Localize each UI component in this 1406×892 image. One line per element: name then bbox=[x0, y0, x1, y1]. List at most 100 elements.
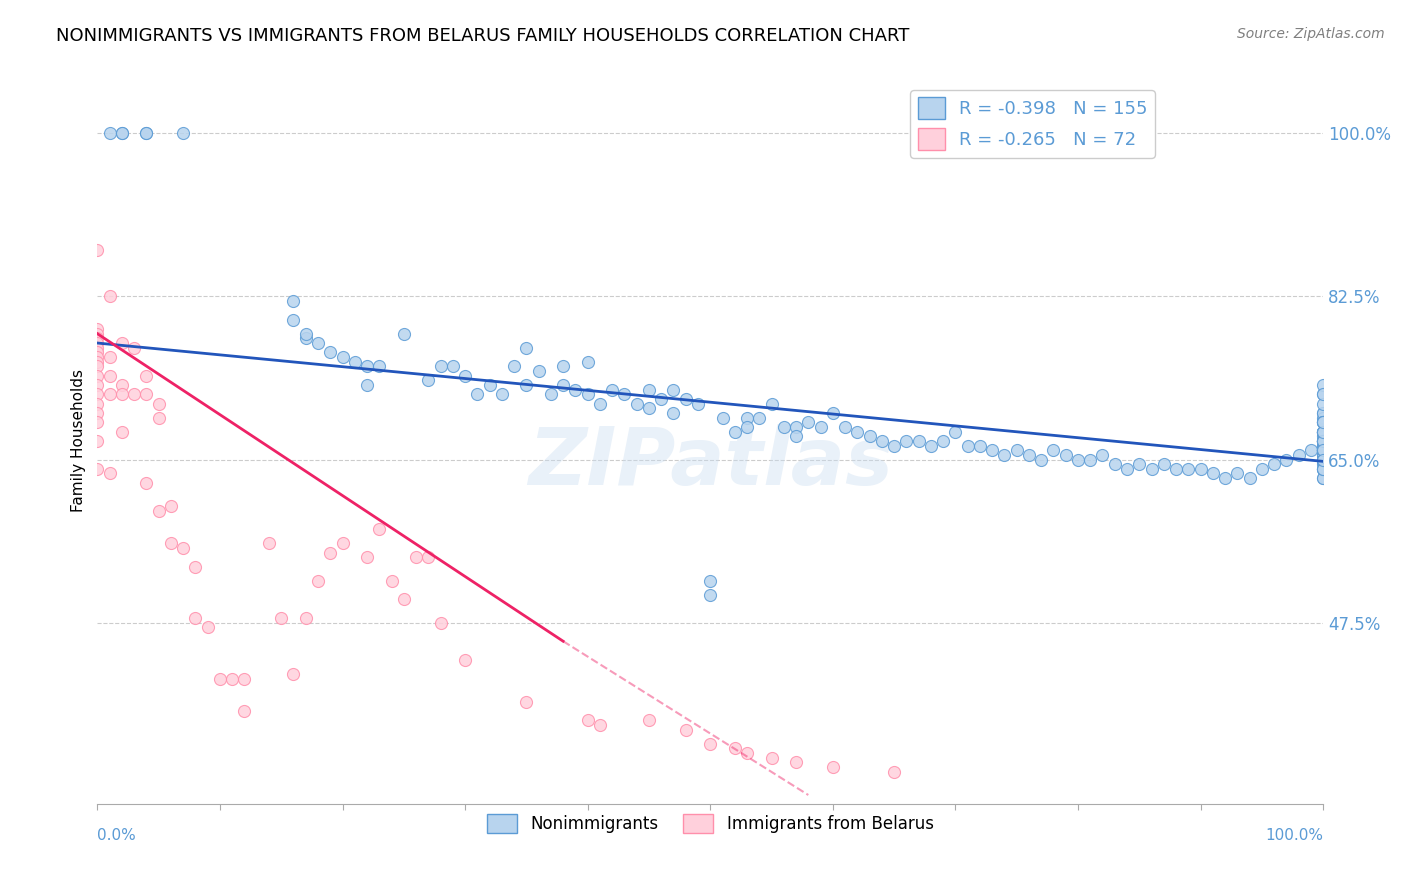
Point bbox=[454, 368, 477, 383]
Point bbox=[699, 737, 721, 751]
Point bbox=[662, 406, 685, 420]
Point bbox=[993, 448, 1015, 462]
Point bbox=[233, 704, 256, 718]
Point bbox=[441, 359, 464, 374]
Point bbox=[1140, 462, 1163, 476]
Point bbox=[135, 368, 157, 383]
Point bbox=[135, 387, 157, 401]
Point bbox=[478, 378, 501, 392]
Point bbox=[638, 714, 661, 728]
Point bbox=[920, 438, 942, 452]
Point bbox=[418, 550, 440, 565]
Point bbox=[294, 331, 316, 345]
Point bbox=[1312, 452, 1334, 467]
Point bbox=[86, 396, 108, 410]
Point bbox=[356, 359, 378, 374]
Point bbox=[1312, 438, 1334, 452]
Text: 0.0%: 0.0% bbox=[97, 828, 136, 843]
Point bbox=[270, 611, 292, 625]
Point bbox=[86, 462, 108, 476]
Point bbox=[1288, 448, 1310, 462]
Point bbox=[1312, 448, 1334, 462]
Point bbox=[1312, 471, 1334, 485]
Point bbox=[160, 536, 183, 550]
Point bbox=[735, 410, 758, 425]
Point bbox=[1312, 452, 1334, 467]
Point bbox=[821, 760, 844, 774]
Point bbox=[1213, 471, 1236, 485]
Point bbox=[1312, 443, 1334, 458]
Point bbox=[148, 410, 170, 425]
Point bbox=[454, 653, 477, 667]
Point bbox=[638, 383, 661, 397]
Point bbox=[392, 326, 415, 341]
Point bbox=[1312, 410, 1334, 425]
Point bbox=[1312, 443, 1334, 458]
Point bbox=[111, 387, 134, 401]
Point bbox=[662, 383, 685, 397]
Point bbox=[1239, 471, 1261, 485]
Point bbox=[675, 723, 697, 737]
Point bbox=[1312, 443, 1334, 458]
Point bbox=[772, 420, 794, 434]
Point bbox=[1067, 452, 1090, 467]
Point bbox=[257, 536, 280, 550]
Point bbox=[86, 336, 108, 351]
Point bbox=[1091, 448, 1114, 462]
Point bbox=[1312, 462, 1334, 476]
Point bbox=[98, 387, 121, 401]
Point bbox=[307, 336, 329, 351]
Point bbox=[1153, 457, 1175, 471]
Point bbox=[1312, 443, 1334, 458]
Point bbox=[491, 387, 513, 401]
Point bbox=[896, 434, 918, 448]
Point bbox=[1312, 452, 1334, 467]
Point bbox=[172, 541, 194, 555]
Point bbox=[1312, 429, 1334, 443]
Point bbox=[1177, 462, 1199, 476]
Point bbox=[1275, 452, 1298, 467]
Point bbox=[1312, 415, 1334, 429]
Point bbox=[945, 425, 967, 439]
Point bbox=[576, 354, 599, 368]
Point bbox=[1312, 452, 1334, 467]
Point bbox=[834, 420, 856, 434]
Point bbox=[429, 615, 451, 630]
Legend: Nonimmigrants, Immigrants from Belarus: Nonimmigrants, Immigrants from Belarus bbox=[481, 807, 941, 839]
Point bbox=[283, 312, 305, 326]
Point bbox=[1312, 406, 1334, 420]
Point bbox=[1312, 443, 1334, 458]
Point bbox=[1054, 448, 1077, 462]
Point bbox=[86, 378, 108, 392]
Point bbox=[208, 672, 231, 686]
Point bbox=[724, 741, 747, 756]
Point bbox=[1312, 415, 1334, 429]
Point bbox=[1312, 462, 1334, 476]
Point bbox=[368, 359, 391, 374]
Point bbox=[221, 672, 243, 686]
Point bbox=[797, 415, 820, 429]
Point bbox=[111, 336, 134, 351]
Point bbox=[1312, 438, 1334, 452]
Point bbox=[613, 387, 636, 401]
Point bbox=[86, 434, 108, 448]
Point bbox=[1312, 448, 1334, 462]
Point bbox=[1312, 457, 1334, 471]
Point bbox=[1005, 443, 1028, 458]
Point bbox=[294, 611, 316, 625]
Point bbox=[761, 396, 783, 410]
Point bbox=[418, 373, 440, 387]
Point bbox=[527, 364, 550, 378]
Point bbox=[135, 475, 157, 490]
Point bbox=[111, 425, 134, 439]
Point bbox=[122, 341, 145, 355]
Point bbox=[785, 756, 807, 770]
Point bbox=[553, 359, 575, 374]
Point bbox=[1312, 434, 1334, 448]
Point bbox=[686, 396, 709, 410]
Point bbox=[86, 354, 108, 368]
Point bbox=[307, 574, 329, 588]
Point bbox=[98, 350, 121, 364]
Point bbox=[515, 695, 537, 709]
Point bbox=[650, 392, 672, 406]
